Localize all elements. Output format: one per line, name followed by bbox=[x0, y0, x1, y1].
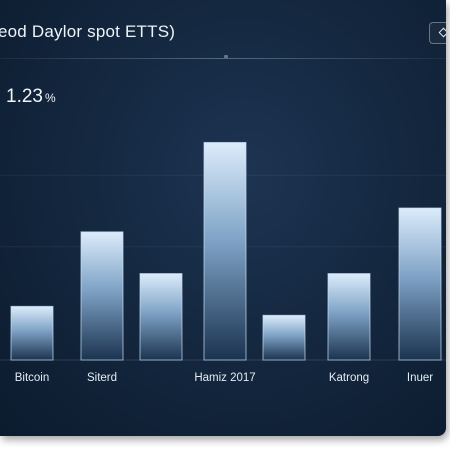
chart-metric: 1.23% bbox=[6, 86, 56, 108]
x-tick-label-5: Katrong bbox=[329, 372, 369, 384]
chart-title: eod Daylor spot ETTS) bbox=[0, 22, 176, 41]
x-tick-label-1: Siterd bbox=[87, 372, 117, 384]
bar-3[interactable] bbox=[203, 141, 247, 361]
x-tick-label-0: Bitcoin bbox=[15, 372, 50, 384]
bar-4[interactable] bbox=[262, 314, 306, 361]
metric-unit: % bbox=[44, 91, 56, 105]
bar-5[interactable] bbox=[327, 273, 371, 361]
header-notch bbox=[224, 55, 228, 58]
bar-series bbox=[10, 141, 442, 361]
bar-1[interactable] bbox=[80, 231, 124, 361]
bar-0[interactable] bbox=[10, 305, 54, 361]
x-axis-labels: Bitcoin Siterd Hamiz 2017 Katrong Inuer bbox=[15, 372, 434, 384]
x-tick-label-3: Hamiz 2017 bbox=[194, 372, 255, 384]
chart-header: eod Daylor spot ETTS) bbox=[0, 0, 446, 60]
x-tick-label-6: Inuer bbox=[407, 372, 433, 384]
bar-6[interactable] bbox=[398, 207, 442, 361]
bar-2[interactable] bbox=[139, 273, 183, 361]
metric-value: 1.23 bbox=[6, 86, 43, 107]
chart-menu-button[interactable] bbox=[429, 22, 446, 44]
header-divider bbox=[0, 58, 446, 59]
